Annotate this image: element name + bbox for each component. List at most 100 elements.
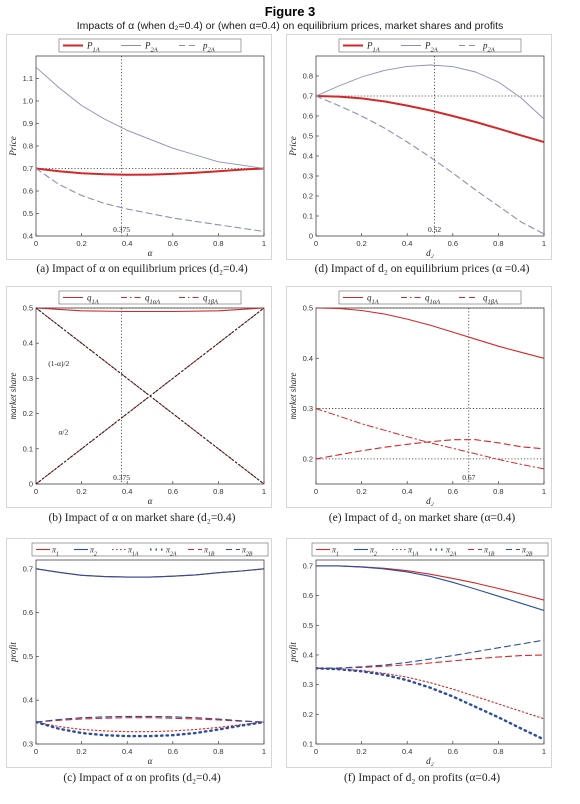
legend-label: π1B <box>204 546 215 558</box>
y-tick-label: 0.9 <box>23 119 33 128</box>
annotation-label: 0.375 <box>113 473 130 482</box>
chart-panel-f: 0 0.2 0.4 0.6 0.8 1 0.1 0.2 0.3 0.4 0.5 0.6 0.7 d₂ pro… <box>286 538 552 768</box>
x-tick-label: 0 <box>314 747 318 756</box>
legend-label-sub: 2 <box>374 552 377 558</box>
chart-panel-b: 0 0.2 0.4 0.6 0.8 1 0 0.1 0.2 0.3 0.4 0.5 α market sh… <box>6 286 272 508</box>
legend-label: π2 <box>90 546 97 558</box>
series-line-π2 <box>316 565 544 612</box>
x-tick-label: 1 <box>262 747 266 756</box>
legend-label-sub: 2A <box>151 47 158 54</box>
x-tick-label: 1 <box>262 239 266 248</box>
legend-label-sub: 2A <box>431 47 438 54</box>
panel-frame <box>6 538 272 768</box>
chart-panel-a: 0 0.2 0.4 0.6 0.8 1 0.4 0.5 0.6 0.7 0.8 0.9 1.0 1.1 α P… <box>6 34 272 260</box>
x-tick-label: 0.8 <box>213 747 223 756</box>
legend: π1 π2 π1A π2A π1B π2B <box>31 542 269 558</box>
x-tick-label: 0.6 <box>168 487 178 496</box>
legend-label: π1 <box>52 546 59 558</box>
x-tick-label: 1 <box>262 487 266 496</box>
annotation-label: 0.67 <box>462 473 475 482</box>
legend-label-sub: 1 <box>336 552 339 558</box>
legend-label: π2A <box>166 546 177 558</box>
plot-area <box>315 55 545 237</box>
panel-frame <box>286 34 552 260</box>
y-axis-label: market share <box>288 373 298 420</box>
x-tick-label: 0.2 <box>76 487 86 496</box>
y-tick-label: 0.7 <box>303 92 313 101</box>
x-tick-label: 0 <box>314 487 318 496</box>
chart-panel-e: 0 0.2 0.4 0.6 0.8 1 0.2 0.3 0.4 0.5 d₂ market share… <box>286 286 552 508</box>
y-tick-label: 0 <box>29 480 33 489</box>
y-tick-label: 0.3 <box>303 172 313 181</box>
y-tick-label: 0.7 <box>303 561 313 570</box>
legend-label: π2B <box>242 546 253 558</box>
series-group <box>36 308 264 484</box>
x-tick-label: 0.8 <box>213 239 223 248</box>
x-tick-label: 0.4 <box>122 747 132 756</box>
y-tick-label: 0 <box>309 232 313 241</box>
caption-panel-d: (d) Impact of d₂ on equilibrium prices (… <box>314 263 530 275</box>
series-line-π1B <box>316 654 544 669</box>
x-axis-label: α <box>148 496 153 506</box>
x-tick-label: 0.8 <box>213 487 223 496</box>
y-tick-label: 0.5 <box>303 621 313 630</box>
series-group <box>316 565 544 741</box>
y-axis-label: Price <box>8 136 18 157</box>
chart-panel-d: 0 0.2 0.4 0.6 0.8 1 0 0.1 0.2 0.3 0.4 0.5 0.6 0.7 0.8 d… <box>286 34 552 260</box>
legend: q1A q1αA q1βA <box>58 290 242 306</box>
y-tick-label: 0.1 <box>303 212 313 221</box>
legend-label-sub: 2A <box>450 552 457 558</box>
x-tick-label: 0.2 <box>76 239 86 248</box>
series-line-π2 <box>36 568 264 578</box>
legend-label: q1A <box>367 293 379 306</box>
x-tick-label: 0.8 <box>493 239 503 248</box>
x-tick-label: 0.2 <box>356 747 366 756</box>
legend-label-sub: 1αA <box>150 299 161 306</box>
series-line-P1A <box>36 167 264 176</box>
x-axis-label: d₂ <box>426 756 434 766</box>
series-line-π2B <box>36 715 264 723</box>
y-tick-label: 0.7 <box>23 164 33 173</box>
plot-area <box>315 307 545 485</box>
legend-label-sub: 2A <box>208 47 215 54</box>
series-line-p2A <box>316 95 544 235</box>
y-tick-label: 0.6 <box>23 608 33 617</box>
series-line-P2A <box>316 64 544 120</box>
y-tick-label: 0.2 <box>303 710 313 719</box>
legend-label-sub: 1αA <box>430 299 441 306</box>
series-line-q1A <box>316 308 544 359</box>
caption-panel-b: (b) Impact of α on market share (d₂=0.4) <box>48 512 236 524</box>
legend-label-sub: 2A <box>170 552 177 558</box>
y-tick-label: 0.2 <box>303 454 313 463</box>
annotation-label: 0.375 <box>113 225 130 234</box>
plot-area <box>35 307 265 485</box>
figure-title: Figure 3 <box>264 4 316 19</box>
x-axis-label: d₂ <box>426 496 434 506</box>
y-tick-label: 0.6 <box>303 591 313 600</box>
legend-label-sub: 1βA <box>488 299 498 306</box>
legend-label-sub: 1A <box>373 47 380 54</box>
x-tick-label: 0.8 <box>493 747 503 756</box>
legend: π1 π2 π1A π2A π1B π2B <box>311 542 549 558</box>
series-line-π2B <box>316 639 544 669</box>
y-tick-label: 0.5 <box>23 304 33 313</box>
y-tick-label: 0.8 <box>303 72 313 81</box>
series-line-q1βA <box>316 439 544 460</box>
caption-panel-c: (c) Impact of α on profits (d₂=0.4) <box>63 772 221 784</box>
y-tick-label: 0.3 <box>303 404 313 413</box>
x-tick-label: 0.4 <box>122 487 132 496</box>
legend-label-sub: 1A <box>132 552 139 558</box>
x-tick-label: 0 <box>314 239 318 248</box>
legend-label-sub: 2B <box>526 552 533 558</box>
x-tick-label: 0.8 <box>493 487 503 496</box>
legend-label-sub: 1A <box>372 299 379 306</box>
chart-panel-c: 0 0.2 0.4 0.6 0.8 1 0.3 0.4 0.5 0.6 0.7 α profit π1 π2… <box>6 538 272 768</box>
x-tick-label: 0.2 <box>356 487 366 496</box>
series-line-p2A <box>36 167 264 233</box>
y-tick-label: 0.3 <box>23 374 33 383</box>
x-tick-label: 0 <box>34 747 38 756</box>
panel-frame <box>6 286 272 508</box>
annotation-label: α/2 <box>58 428 68 437</box>
legend-label: π1 <box>332 546 339 558</box>
y-tick-label: 0.7 <box>23 564 33 573</box>
